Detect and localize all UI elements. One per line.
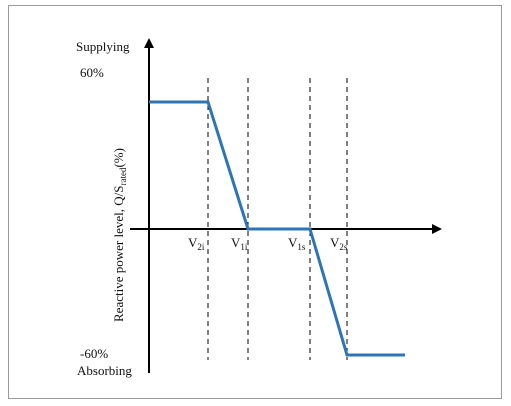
y-axis-title: Reactive power level, Q/Srated(%) xyxy=(111,148,128,322)
chart-frame xyxy=(8,5,502,399)
x-marker-label-v2s: V2s xyxy=(330,235,348,252)
y-tick-bottom: -60% xyxy=(80,346,108,361)
x-marker-label-v1s: V1s xyxy=(288,235,306,252)
y-bottom-label: Absorbing xyxy=(77,363,132,378)
x-marker-label-v2i: V2i xyxy=(188,235,205,252)
y-tick-top: 60% xyxy=(80,65,104,80)
reactive-power-curve xyxy=(149,100,405,357)
x-marker-label-v1i: V1i xyxy=(231,235,248,252)
voltage-marker-labels: V2i V1i V1s V2s xyxy=(188,235,348,252)
voltage-marker-lines xyxy=(207,78,348,360)
y-top-label: Supplying xyxy=(76,39,130,54)
